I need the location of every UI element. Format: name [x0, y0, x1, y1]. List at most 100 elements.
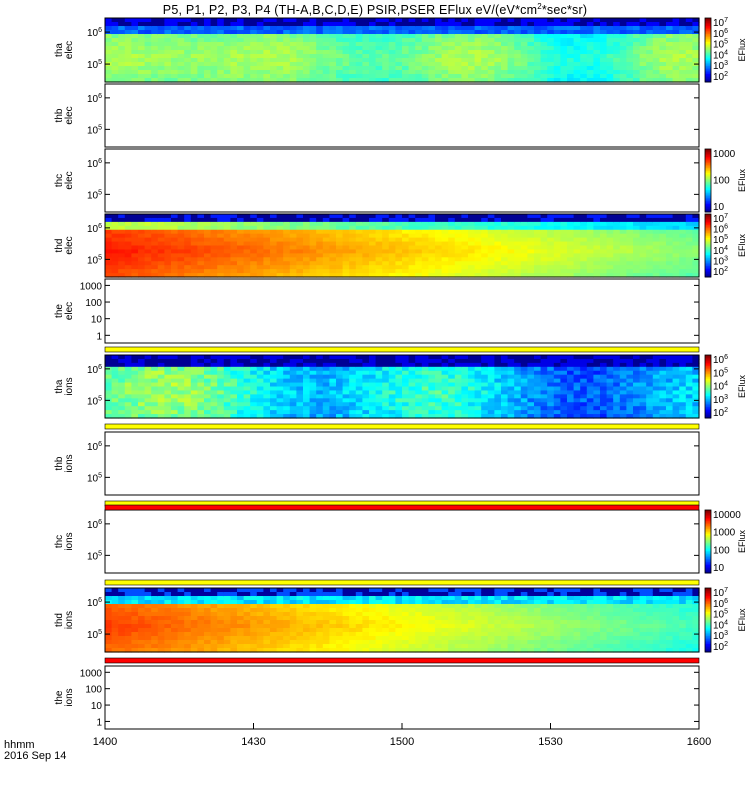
spectrogram-cell	[560, 398, 568, 403]
spectrogram-cell	[435, 50, 443, 55]
spectrogram-cell	[408, 74, 416, 79]
spectrogram-cell	[144, 269, 152, 274]
spectrogram-cell	[560, 78, 568, 83]
spectrogram-cell	[382, 46, 390, 51]
spectrogram-cell	[197, 362, 205, 368]
spectrogram-cell	[177, 253, 185, 258]
spectrogram-cell	[560, 241, 568, 247]
spectrogram-cell	[461, 34, 469, 39]
spectrogram-cell	[204, 233, 212, 239]
spectrogram-cell	[580, 355, 588, 360]
spectrogram-cell	[362, 58, 370, 63]
spectrogram-cell	[685, 414, 693, 419]
spectrogram-cell	[144, 225, 152, 231]
spectrogram-cell	[243, 644, 251, 649]
spectrogram-cell	[474, 261, 482, 266]
spectrogram-cell	[184, 273, 192, 278]
spectrogram-cell	[481, 233, 489, 239]
spectrogram-cell	[177, 38, 185, 43]
spectrogram-cell	[527, 245, 535, 251]
spectrogram-cell	[177, 22, 185, 27]
spectrogram-cell	[270, 257, 278, 262]
spectrogram-cell	[362, 26, 370, 31]
colorbar-tick-label: 100	[713, 545, 730, 556]
colorbar-segment	[705, 169, 711, 172]
spectrogram-cell	[296, 414, 304, 419]
spectrogram-cell	[441, 62, 449, 67]
spectrogram-cell	[124, 612, 132, 617]
spectrogram-cell	[177, 382, 185, 388]
colorbar-segment	[705, 232, 711, 235]
spectrogram-cell	[481, 66, 489, 71]
spectrogram-cell	[672, 241, 680, 247]
spectrogram-cell	[204, 636, 212, 641]
spectrogram-cell	[230, 620, 238, 625]
spectrogram-cell	[441, 394, 449, 399]
spectrogram-cell	[362, 214, 370, 219]
spectrogram-cell	[395, 70, 403, 75]
spectrogram-cell	[520, 370, 528, 376]
spectrogram-cell	[626, 410, 634, 415]
spectrogram-cell	[171, 640, 179, 645]
spectrogram-cell	[501, 22, 509, 27]
spectrogram-cell	[118, 42, 126, 47]
spectrogram-cell	[586, 38, 594, 43]
spectrogram-cell	[111, 233, 119, 239]
spectrogram-cell	[204, 628, 212, 633]
spectrogram-cell	[289, 362, 297, 368]
spectrogram-cell	[382, 273, 390, 278]
spectrogram-cell	[177, 386, 185, 392]
spectrogram-cell	[177, 50, 185, 55]
spectrogram-cell	[151, 257, 159, 262]
spectrogram-cell	[197, 241, 205, 247]
spectrogram-cell	[289, 265, 297, 270]
spectrogram-cell	[237, 592, 245, 597]
spectrogram-cell	[157, 58, 165, 63]
spectrogram-cell	[547, 249, 555, 254]
spectrogram-cell	[309, 237, 317, 243]
spectrogram-cell	[666, 34, 674, 39]
spectrogram-cell	[560, 54, 568, 59]
spectrogram-cell	[593, 370, 601, 376]
spectrogram-cell	[270, 22, 278, 27]
spectrogram-cell	[534, 265, 542, 270]
spectrogram-cell	[659, 366, 667, 372]
spectrogram-cell	[428, 261, 436, 266]
spectrogram-cell	[666, 54, 674, 59]
spectrogram-cell	[606, 22, 614, 27]
spectrogram-cell	[474, 50, 482, 55]
spectrogram-cell	[256, 362, 264, 368]
spectrogram-cell	[184, 410, 192, 415]
spectrogram-cell	[342, 233, 350, 239]
spectrogram-cell	[210, 390, 218, 395]
spectrogram-cell	[428, 358, 436, 364]
colorbar-segment	[705, 188, 711, 191]
spectrogram-cell	[164, 273, 172, 278]
spectrogram-cell	[322, 245, 330, 251]
spectrogram-cell	[131, 362, 139, 368]
spectrogram-cell	[454, 38, 462, 43]
spectrogram-cell	[633, 355, 641, 360]
spectrogram-cell	[144, 253, 152, 258]
spectrogram-cell	[659, 382, 667, 388]
spectrogram-cell	[164, 588, 172, 593]
spectrogram-cell	[593, 374, 601, 380]
spectrogram-cell	[448, 414, 456, 419]
spectrogram-cell	[309, 390, 317, 395]
colorbar-segment	[705, 166, 711, 169]
colorbar-tick-label: 102	[713, 407, 728, 419]
spectrogram-cell	[600, 402, 608, 407]
spectrogram-cell	[474, 54, 482, 59]
spectrogram-cell	[105, 229, 113, 235]
spectrogram-cell	[204, 402, 212, 407]
spectrogram-cell	[692, 355, 700, 360]
title-superscript: 2	[537, 2, 542, 11]
colorbar-segment	[705, 243, 711, 247]
spectrogram-cell	[369, 414, 377, 419]
spectrogram-cell	[322, 261, 330, 266]
spectrogram-cell	[342, 221, 350, 227]
spectrogram-cell	[250, 596, 258, 601]
spectrogram-cell	[171, 358, 179, 364]
spectrogram-cell	[263, 398, 271, 403]
spectrogram-cell	[639, 386, 647, 392]
